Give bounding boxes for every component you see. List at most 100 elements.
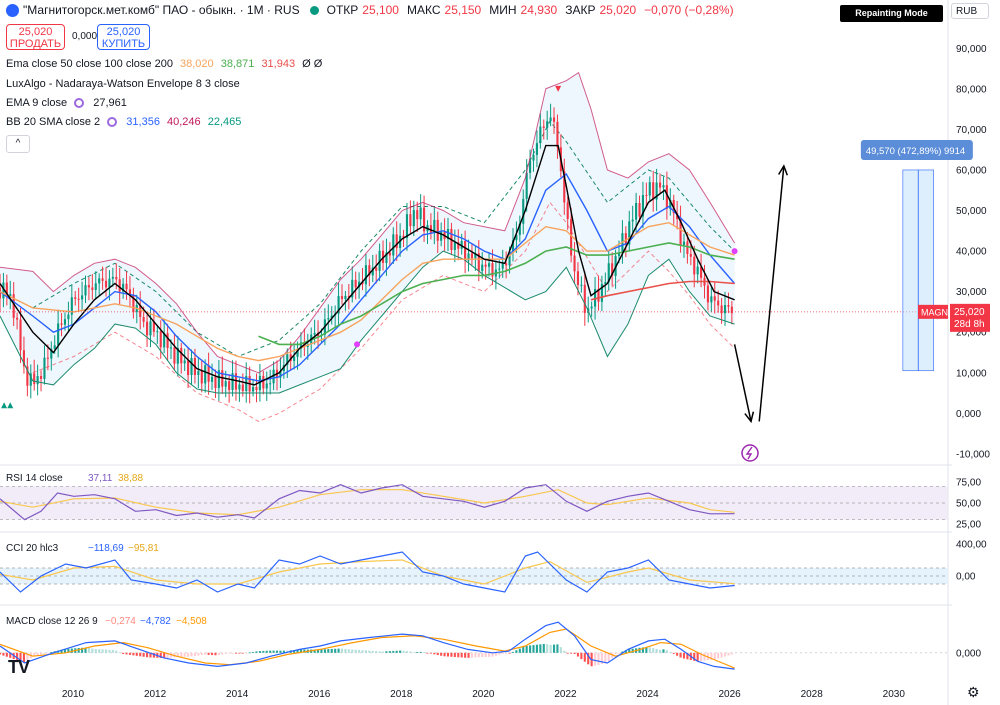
macd-histogram-bar [265, 650, 268, 653]
macd-histogram-bar [679, 652, 682, 658]
settings-gear-icon[interactable] [107, 117, 118, 128]
macd-histogram-bar [566, 652, 569, 654]
macd-histogram-bar [296, 649, 299, 653]
macd-title: MACD close 12 26 9 [6, 616, 98, 627]
candle-body [470, 253, 474, 259]
candle-body [224, 381, 227, 387]
macd-histogram-bar [320, 649, 323, 653]
macd-histogram-bar [501, 652, 504, 654]
candle-body [600, 283, 603, 302]
candle-body [43, 357, 46, 379]
legend-ema-triple[interactable]: Ema close 50 close 100 close 200 38,020 … [6, 58, 322, 70]
candle-body [2, 282, 5, 299]
candle-body [327, 318, 330, 320]
legend-luxalgo[interactable]: LuxAlgo - Nadaraya-Watson Envelope 8 3 c… [6, 78, 240, 90]
candle-body [36, 376, 39, 385]
candle-body [381, 250, 385, 263]
macd-histogram-bar [118, 652, 121, 654]
macd-histogram-bar [351, 649, 354, 653]
symbol-title[interactable]: "Магнитогорск.мет.комб" ПАО - обыкн. · 1… [23, 3, 300, 17]
chart-settings-icon[interactable]: ⚙ [967, 684, 980, 700]
sell-button[interactable]: 25,020 ПРОДАТЬ [6, 24, 65, 50]
cross-marker [354, 341, 361, 348]
macd-histogram-bar [91, 648, 94, 653]
macd-histogram-bar [388, 651, 391, 653]
candle-body [91, 287, 94, 290]
candle-body [217, 370, 220, 389]
macd-histogram-bar [539, 644, 542, 653]
candle-body [395, 234, 398, 248]
candle-body [546, 121, 549, 128]
macd-histogram-bar [402, 650, 405, 653]
macd-histogram-bar [187, 652, 190, 657]
tradingview-logo[interactable]: TV [8, 657, 30, 677]
candle-body [354, 279, 357, 288]
candle-body [487, 263, 491, 267]
candle-body [539, 126, 542, 144]
candle-body [669, 200, 672, 209]
low-value: 24,930 [520, 3, 558, 17]
candle-body [611, 263, 614, 276]
macd-histogram-bar [453, 652, 456, 658]
change-value: −0,070 (−0,28%) [644, 3, 734, 17]
candle-body [176, 347, 179, 364]
macd-histogram-bar [16, 652, 19, 661]
legend-ema-triple-v2: 38,871 [220, 58, 255, 70]
time-axis-tick: 2026 [718, 689, 741, 700]
macd-histogram-bar [371, 650, 374, 653]
macd-histogram-bar [234, 652, 238, 654]
time-axis-tick: 2020 [472, 689, 495, 700]
high-label: МАКС [406, 3, 441, 17]
candle-body [299, 342, 303, 349]
time-axis-tick: 2014 [226, 689, 249, 700]
macd-histogram-bar [67, 648, 70, 653]
candle-body [234, 373, 238, 390]
legend-bb-label: BB 20 SMA close 2 [6, 116, 101, 128]
symbol-header: "Магнитогорск.мет.комб" ПАО - обыкн. · 1… [6, 3, 738, 17]
symbol-logo-icon [6, 3, 19, 17]
macd-histogram-bar [511, 651, 515, 653]
collapse-legend-button[interactable]: ^ [6, 135, 30, 153]
candle-body [655, 182, 658, 200]
legend-ema9[interactable]: EMA 9 close 27,961 [6, 97, 127, 109]
candle-body [0, 287, 2, 299]
time-axis-tick: 2030 [883, 689, 906, 700]
time-axis-tick: 2022 [554, 689, 577, 700]
candle-body [723, 305, 727, 314]
cci-value: −118,69 [88, 543, 124, 554]
candle-body [190, 358, 193, 376]
candle-body [552, 117, 556, 122]
macd-histogram-bar [645, 647, 648, 653]
buy-button[interactable]: 25,020 КУПИТЬ [97, 24, 150, 50]
candle-body [689, 254, 692, 257]
low-label: МИН [489, 3, 517, 17]
macd-histogram-bar [580, 652, 583, 660]
candle-body [590, 306, 593, 309]
macd-histogram-bar [518, 648, 521, 653]
settings-gear-icon[interactable] [74, 98, 85, 109]
legend-bb[interactable]: BB 20 SMA close 2 31,356 40,246 22,465 [6, 116, 241, 128]
macd-histogram-bar [46, 652, 49, 654]
sell-signal-marker [555, 85, 562, 92]
legend-ema-triple-extra: Ø Ø [302, 58, 323, 70]
candle-body [474, 253, 477, 259]
candle-body [580, 284, 583, 286]
currency-selector[interactable]: RUB [951, 3, 989, 19]
candle-body [289, 354, 292, 362]
ema-9-line [0, 144, 735, 386]
macd-histogram-bar [399, 650, 402, 653]
price-axis-tick: 20,000 [956, 328, 987, 339]
macd-histogram-bar [39, 652, 43, 655]
candle-body [501, 263, 504, 269]
cross-marker [731, 248, 738, 255]
candle-body [529, 160, 532, 173]
macd-histogram-bar [248, 652, 251, 654]
time-axis-tick: 2012 [144, 689, 167, 700]
macd-histogram-bar [703, 652, 706, 661]
macd-histogram-bar [696, 652, 699, 662]
candle-body [108, 278, 111, 288]
macd-histogram-bar [104, 649, 108, 653]
macd-histogram-bar [426, 652, 429, 654]
macd-histogram-bar [207, 652, 210, 655]
